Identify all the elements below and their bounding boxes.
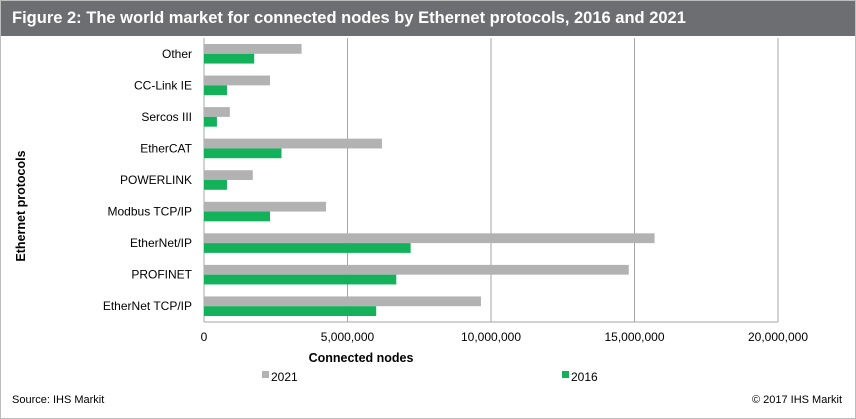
legend-swatch-2016	[562, 371, 569, 378]
chart-title: Figure 2: The world market for connected…	[12, 9, 686, 27]
bar-2016	[204, 243, 411, 253]
category-label: EtherNet/IP	[130, 236, 192, 250]
x-tick-label: 15,000,000	[604, 330, 664, 344]
bar-2016	[204, 180, 227, 190]
bar-2021	[204, 43, 302, 54]
legend-label-2021: 2021	[271, 370, 298, 384]
category-label: PROFINET	[131, 268, 192, 282]
bar-2016	[204, 306, 377, 317]
bar-2016	[204, 274, 397, 285]
category-label: EtherCAT	[140, 141, 192, 155]
category-label: POWERLINK	[120, 173, 192, 187]
title-bar: Figure 2: The world market for connected…	[1, 1, 855, 36]
bar-2016	[204, 85, 227, 96]
copyright-note: © 2017 IHS Markit	[751, 394, 842, 406]
category-label: Modbus TCP/IP	[108, 205, 192, 219]
axis-labels: 0 5,000,000 10,000,000 15,000,000 20,000,000…	[103, 47, 809, 344]
bar-2016	[204, 116, 217, 127]
x-tick-label: 20,000,000	[748, 330, 808, 344]
bar-2016	[204, 211, 271, 222]
category-label: Sercos III	[141, 110, 192, 124]
category-label: EtherNet TCP/IP	[103, 299, 192, 313]
bar-2021	[204, 264, 629, 275]
category-label: Other	[162, 47, 192, 61]
y-axis-title: Ethernet protocols	[14, 150, 28, 261]
x-tick-label: 10,000,000	[461, 330, 521, 344]
bar-2021	[204, 201, 326, 212]
bar-2016	[204, 148, 282, 159]
bar-2021	[204, 138, 382, 149]
x-tick-label: 5,000,000	[321, 330, 375, 344]
bar-2021	[204, 296, 481, 307]
source-note: Source: IHS Markit	[12, 394, 105, 406]
x-axis-title: Connected nodes	[309, 351, 414, 365]
bar-2021	[204, 233, 655, 244]
x-tick-label: 0	[201, 330, 208, 344]
legend-swatch-2021	[262, 371, 269, 378]
category-label: CC-Link IE	[134, 78, 192, 92]
bar-2021	[204, 75, 271, 86]
bar-2021	[204, 170, 253, 180]
legend: 2021 2016	[262, 370, 598, 384]
bar-2016	[204, 53, 255, 64]
bars	[204, 43, 655, 317]
legend-label-2016: 2016	[571, 370, 598, 384]
bar-2021	[204, 107, 230, 117]
